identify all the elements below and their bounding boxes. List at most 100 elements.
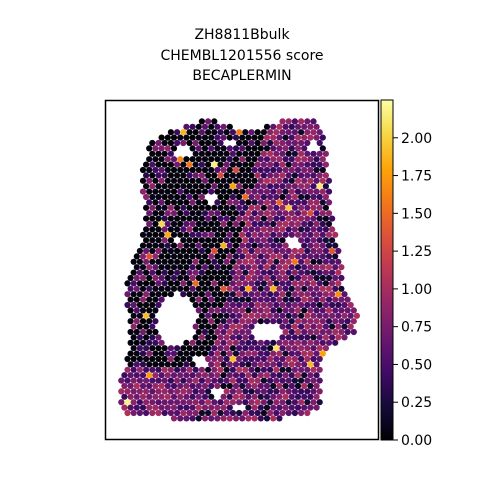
- spot: [220, 123, 227, 130]
- spot: [183, 393, 190, 400]
- spot: [208, 177, 215, 184]
- spot: [251, 188, 258, 195]
- spot: [267, 161, 274, 168]
- spot: [223, 345, 230, 352]
- spot: [251, 220, 258, 228]
- spot: [304, 193, 311, 201]
- spot: [248, 150, 255, 157]
- spot: [344, 318, 351, 325]
- spot: [180, 399, 187, 406]
- spot: [208, 318, 215, 325]
- spot: [285, 247, 292, 255]
- spot: [248, 215, 255, 222]
- spot: [195, 372, 202, 379]
- spot: [319, 231, 326, 238]
- spot: [183, 361, 190, 368]
- spot: [301, 134, 308, 141]
- spot: [325, 188, 333, 195]
- spot: [236, 301, 243, 309]
- spot: [158, 361, 165, 368]
- spot: [267, 291, 274, 298]
- spot: [242, 345, 249, 352]
- spot: [279, 409, 286, 417]
- spot: [310, 129, 317, 136]
- spot: [313, 166, 320, 174]
- spot: [282, 393, 289, 400]
- spot: [242, 129, 249, 136]
- spot: [211, 237, 218, 244]
- spot: [152, 296, 159, 303]
- spot: [285, 355, 292, 363]
- spot: [254, 280, 261, 287]
- spot: [139, 274, 147, 282]
- spot: [155, 161, 162, 168]
- spot: [298, 226, 305, 233]
- spot: [121, 404, 128, 411]
- spot: [257, 296, 264, 303]
- spot: [198, 334, 205, 341]
- spot: [146, 339, 153, 346]
- spot: [322, 215, 329, 222]
- spot: [313, 372, 320, 379]
- spot: [245, 210, 252, 217]
- spot: [198, 312, 205, 319]
- spot: [288, 328, 295, 336]
- spot: [170, 285, 178, 292]
- spot: [251, 372, 258, 379]
- spot: [205, 409, 212, 417]
- spot: [294, 188, 302, 195]
- spot: [143, 355, 150, 363]
- spot: [223, 226, 230, 233]
- spot: [174, 139, 181, 147]
- spot: [245, 361, 252, 368]
- spot: [301, 145, 308, 152]
- spot: [146, 274, 153, 282]
- spot: [136, 366, 143, 373]
- spot: [217, 377, 224, 384]
- spot: [288, 253, 295, 260]
- spot: [325, 296, 333, 303]
- spot: [192, 366, 199, 373]
- spot: [152, 361, 159, 368]
- spot: [229, 345, 236, 352]
- spot: [279, 215, 286, 222]
- spot: [205, 345, 212, 352]
- spot: [304, 237, 311, 244]
- spot: [282, 296, 289, 303]
- spot: [251, 199, 258, 206]
- spot: [350, 328, 357, 336]
- spot: [257, 339, 264, 346]
- spot: [195, 156, 202, 163]
- spot: [288, 231, 295, 238]
- spot: [149, 312, 156, 319]
- spot: [285, 139, 292, 147]
- spot: [177, 188, 184, 195]
- spot: [245, 318, 252, 325]
- spot: [270, 123, 277, 130]
- spot: [192, 204, 199, 211]
- spot: [186, 183, 193, 190]
- spot: [307, 307, 314, 314]
- spot: [155, 150, 162, 157]
- spot: [245, 415, 252, 422]
- spot: [242, 334, 249, 341]
- spot: [201, 393, 209, 400]
- spot: [195, 285, 202, 292]
- spot: [307, 274, 314, 282]
- spot: [146, 242, 153, 249]
- spot: [294, 145, 302, 152]
- colorbar: [381, 100, 393, 440]
- spot: [226, 242, 233, 249]
- spot: [301, 339, 308, 346]
- spot: [192, 280, 199, 287]
- spot: [201, 177, 209, 184]
- spot: [335, 301, 342, 309]
- spot: [313, 188, 320, 195]
- spot: [152, 177, 159, 184]
- spot: [217, 366, 224, 373]
- spot: [223, 172, 230, 179]
- spot: [192, 237, 199, 244]
- spot: [211, 345, 218, 352]
- spot: [307, 123, 314, 130]
